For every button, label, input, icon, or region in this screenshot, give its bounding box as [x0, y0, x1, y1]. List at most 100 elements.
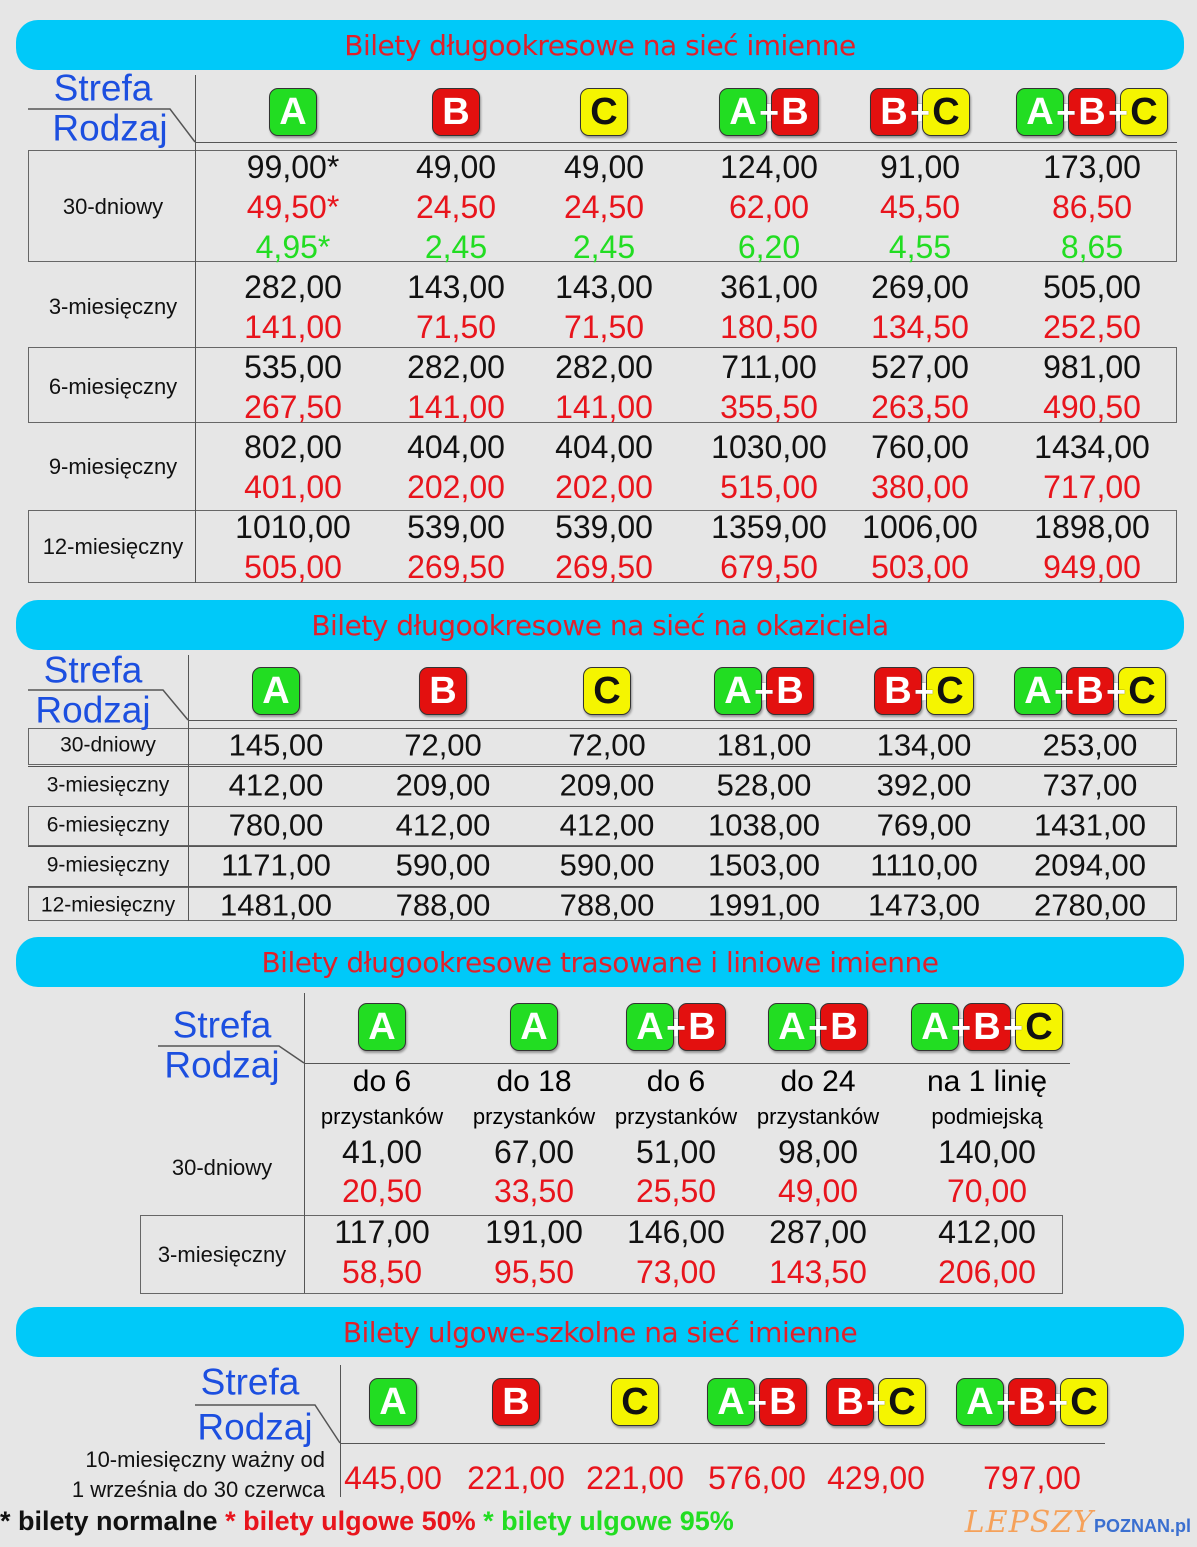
price-cell: 181,00 — [716, 727, 812, 763]
price-cell: 4,55 — [888, 229, 952, 265]
lepszy-poznan-logo: LEPSZYPOZNAN.pl — [964, 1505, 1191, 1540]
zone-chip-a: A — [369, 1378, 417, 1426]
strefa-label: Strefa — [200, 1361, 300, 1403]
price-cell: 515,00 — [720, 469, 818, 505]
divider — [28, 846, 1177, 847]
row-box — [28, 728, 1177, 765]
zone-badge-b: B — [419, 667, 467, 715]
plus-sign: + — [996, 1384, 1016, 1422]
price-cell: 253,00 — [1042, 727, 1138, 763]
price-cell: 134,50 — [871, 309, 969, 345]
divider — [188, 655, 189, 921]
price-cell: 1171,00 — [221, 847, 331, 883]
price-cell: 412,00 — [559, 807, 655, 843]
column-sublabel: do 18 — [496, 1065, 572, 1098]
price-cell: 287,00 — [769, 1214, 867, 1250]
zone-badge-a: A — [358, 1003, 406, 1051]
zone-chip-c: C — [1015, 1003, 1063, 1051]
zone-chip-b: B — [759, 1378, 807, 1426]
strefa-label: Strefa — [53, 67, 153, 109]
plus-sign: + — [666, 1009, 686, 1047]
zone-chip-a: A — [707, 1378, 755, 1426]
zone-badge-c: C — [583, 667, 631, 715]
plus-sign: + — [759, 94, 779, 132]
price-cell: 590,00 — [395, 847, 491, 883]
zone-badge-a-b: A B + — [719, 88, 819, 136]
legend: * bilety normalne * bilety ulgowe 50% * … — [0, 1506, 734, 1537]
zone-chip-b: B — [963, 1003, 1011, 1051]
plus-sign: + — [910, 94, 930, 132]
zone-chip-b: B — [432, 88, 480, 136]
price-cell: 539,00 — [407, 509, 505, 545]
row-label: 9-miesięczny — [46, 853, 170, 877]
zone-badge-a-b-c: A B + C + — [1016, 88, 1168, 136]
rodzaj-label: Rodzaj — [197, 1406, 313, 1448]
price-cell: 98,00 — [777, 1134, 859, 1170]
plus-sign: + — [1048, 1384, 1068, 1422]
price-cell: 51,00 — [635, 1134, 717, 1170]
price-cell: 134,00 — [876, 727, 972, 763]
price-cell: 70,00 — [946, 1173, 1028, 1209]
price-cell: 361,00 — [720, 269, 818, 305]
price-cell: 99,00* — [246, 149, 340, 185]
price-cell: 282,00 — [407, 349, 505, 385]
price-cell: 1431,00 — [1033, 807, 1147, 843]
price-cell: 505,00 — [244, 549, 342, 585]
header-diagonal — [195, 1404, 341, 1444]
rodzaj-label: Rodzaj — [35, 689, 151, 731]
divider — [28, 766, 1177, 767]
column-sublabel: do 6 — [646, 1065, 706, 1098]
column-sublabel: na 1 linię — [926, 1065, 1048, 1098]
row-label: 30-dniowy — [62, 194, 164, 219]
price-cell: 528,00 — [716, 767, 812, 803]
price-cell: 445,00 — [344, 1460, 442, 1496]
zone-badge-b-c: B C + — [826, 1378, 926, 1426]
price-cell: 679,50 — [720, 549, 818, 585]
price-cell: 505,00 — [1043, 269, 1141, 305]
section-title: Bilety długookresowe trasowane i liniowe… — [261, 945, 939, 979]
price-cell: 206,00 — [938, 1254, 1036, 1290]
price-cell: 221,00 — [467, 1460, 565, 1496]
row-label: 30-dniowy — [171, 1155, 273, 1180]
zone-chip-a: A — [358, 1003, 406, 1051]
price-cell: 797,00 — [983, 1460, 1081, 1496]
section-banner: Bilety ulgowe-szkolne na sieć imienne — [16, 1307, 1184, 1357]
legend-normal: * bilety normalne — [0, 1506, 218, 1536]
price-cell: 269,00 — [871, 269, 969, 305]
strefa-label: Strefa — [172, 1004, 272, 1046]
column-sublabel: przystanków — [320, 1104, 444, 1129]
zone-badge-a: A — [252, 667, 300, 715]
price-cell: 2094,00 — [1033, 847, 1147, 883]
price-cell: 33,50 — [493, 1173, 575, 1209]
price-cell: 503,00 — [871, 549, 969, 585]
plus-sign: + — [1108, 94, 1128, 132]
price-cell: 282,00 — [555, 349, 653, 385]
zone-badge-a-b-c: A B + C + — [911, 1003, 1063, 1051]
price-cell: 949,00 — [1043, 549, 1141, 585]
price-cell: 490,50 — [1043, 389, 1141, 425]
price-cell: 45,50 — [879, 189, 961, 225]
zone-badge-c: C — [580, 88, 628, 136]
price-cell: 8,65 — [1060, 229, 1124, 265]
price-cell: 404,00 — [407, 429, 505, 465]
price-cell: 429,00 — [827, 1460, 925, 1496]
price-cell: 392,00 — [876, 767, 972, 803]
column-sublabel: do 24 — [780, 1065, 856, 1098]
plus-sign: + — [808, 1009, 828, 1047]
divider — [28, 886, 1177, 887]
zone-chip-c: C — [583, 667, 631, 715]
zone-chip-b: B — [1068, 88, 1116, 136]
price-cell: 1010,00 — [235, 509, 351, 545]
plus-sign: + — [754, 673, 774, 711]
zone-badge-a: A — [510, 1003, 558, 1051]
zone-chip-b: B — [826, 1378, 874, 1426]
divider — [304, 993, 305, 1293]
price-cell: 41,00 — [341, 1134, 423, 1170]
price-cell: 1006,00 — [862, 509, 978, 545]
section-banner: Bilety długookresowe trasowane i liniowe… — [16, 937, 1184, 987]
zone-chip-c: C — [1060, 1378, 1108, 1426]
price-cell: 221,00 — [586, 1460, 684, 1496]
price-cell: 282,00 — [244, 269, 342, 305]
price-cell: 209,00 — [559, 767, 655, 803]
price-cell: 576,00 — [708, 1460, 806, 1496]
